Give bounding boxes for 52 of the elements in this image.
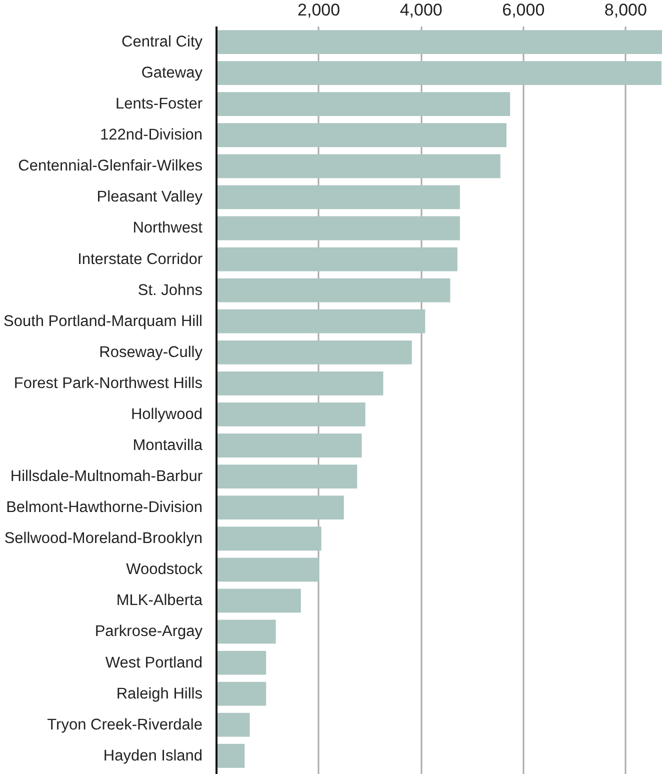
y-tick-label: Centennial-Glenfair-Wilkes: [18, 158, 203, 175]
bar: [216, 526, 322, 551]
bar: [216, 61, 662, 86]
y-tick-label: Belmont-Hawthorne-Division: [6, 499, 203, 516]
x-tick-label: 6,000: [502, 0, 545, 20]
y-tick-label: Northwest: [132, 220, 204, 237]
bar: [216, 30, 662, 54]
y-tick-label: Central City: [122, 34, 203, 51]
bar: [216, 340, 412, 364]
x-tick-label: 8,000: [604, 0, 647, 20]
bar: [216, 371, 384, 396]
y-tick-label: Pleasant Valley: [96, 188, 203, 206]
y-tick-label: Gateway: [141, 64, 203, 82]
bar: [216, 434, 362, 458]
y-tick-label: Lents-Foster: [115, 96, 203, 113]
y-tick-label: Hillsdale-Multnomah-Barbur: [10, 468, 203, 486]
bar: [216, 309, 426, 334]
bar: [216, 650, 266, 675]
y-tick-label: Sellwood-Moreland-Brooklyn: [4, 530, 203, 548]
y-tick-label: South Portland-Marquam Hill: [4, 312, 203, 330]
y-tick-label: Hollywood: [130, 406, 203, 423]
y-tick-label: MLK-Alberta: [116, 592, 203, 610]
bar: [216, 92, 510, 116]
bar: [216, 744, 245, 768]
bar: [216, 185, 460, 210]
y-tick-label: Raleigh Hills: [116, 685, 203, 702]
bar: [216, 464, 358, 488]
bar: [216, 620, 276, 644]
bar: [216, 682, 266, 706]
bar: [216, 278, 450, 302]
bar: [216, 216, 460, 240]
bar: [216, 558, 319, 582]
bar: [216, 123, 506, 148]
y-tick-label: St. Johns: [138, 282, 203, 299]
y-tick-label: Forest Park-Northwest Hills: [14, 374, 203, 392]
x-tick-label: 2,000: [298, 0, 340, 20]
bar: [216, 496, 344, 520]
y-tick-label: Hayden Island: [103, 747, 202, 764]
y-tick-label: 122nd-Division: [100, 126, 203, 144]
y-tick-label: Montavilla: [132, 437, 203, 454]
bar: [216, 402, 366, 426]
bar: [216, 247, 458, 272]
y-tick-label: Woodstock: [126, 561, 203, 578]
bar: [216, 712, 250, 737]
bar: [216, 154, 500, 178]
y-tick-label: Tryon Creek-Riverdale: [47, 716, 203, 734]
bar: [216, 588, 301, 613]
y-tick-label: Roseway-Cully: [99, 344, 203, 361]
y-tick-label: Parkrose-Argay: [94, 623, 203, 640]
y-tick-label: Interstate Corridor: [78, 250, 203, 268]
x-tick-label: 4,000: [400, 0, 442, 20]
y-tick-label: West Portland: [105, 654, 203, 672]
